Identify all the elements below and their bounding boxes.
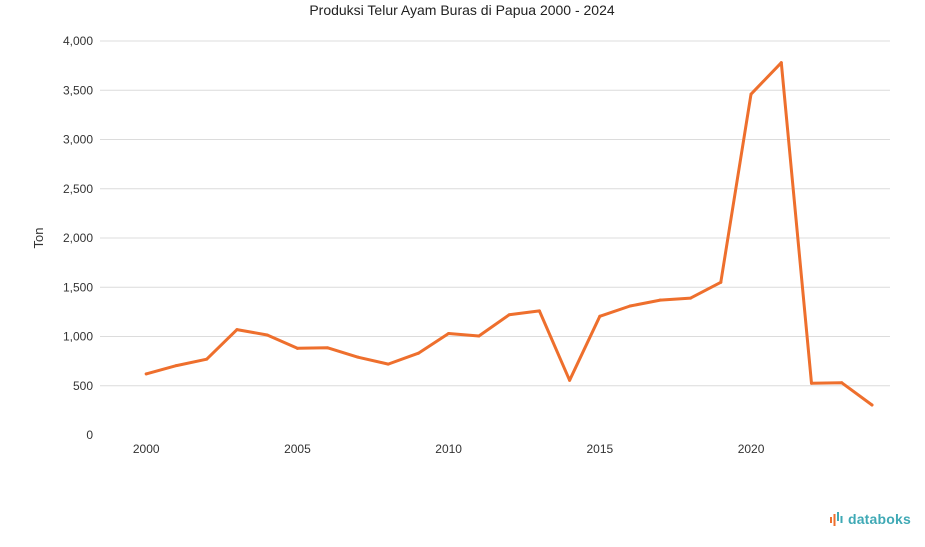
data-point — [568, 378, 572, 382]
data-point — [719, 280, 723, 284]
y-tick-label: 2,500 — [63, 182, 93, 196]
brand-logo: databoks — [829, 511, 911, 527]
data-point — [235, 328, 239, 332]
data-point — [416, 351, 420, 355]
databoks-logo-icon — [829, 512, 843, 526]
data-point — [386, 362, 390, 366]
y-tick-label: 3,000 — [63, 133, 93, 147]
data-point — [174, 364, 178, 368]
data-point — [507, 313, 511, 317]
data-point — [598, 314, 602, 318]
data-point — [265, 333, 269, 337]
x-tick-label: 2005 — [284, 442, 311, 456]
y-tick-label: 1,000 — [63, 330, 93, 344]
data-point — [749, 92, 753, 96]
data-point — [658, 298, 662, 302]
y-tick-label: 1,500 — [63, 280, 93, 294]
y-tick-label: 3,500 — [63, 83, 93, 97]
data-point — [326, 346, 330, 350]
data-point — [356, 355, 360, 359]
series-layer — [144, 61, 874, 407]
data-point — [537, 309, 541, 313]
x-axis-ticks: 2000 2005 2010 2015 2020 — [133, 442, 765, 456]
gridlines — [100, 40, 890, 387]
x-tick-label: 2020 — [738, 442, 765, 456]
data-point — [447, 332, 451, 336]
data-point — [810, 381, 814, 385]
y-axis-ticks: 0 500 1,000 1,500 2,000 2,500 3,000 3,500 4,000 — [63, 34, 93, 442]
data-point — [628, 304, 632, 308]
y-axis-label: Ton — [31, 228, 46, 249]
y-tick-label: 0 — [86, 428, 93, 442]
brand-name: databoks — [847, 511, 911, 527]
data-point — [840, 381, 844, 385]
x-tick-label: 2000 — [133, 442, 160, 456]
x-tick-label: 2015 — [586, 442, 613, 456]
data-point — [205, 357, 209, 361]
data-point — [295, 346, 299, 350]
data-point — [689, 296, 693, 300]
y-tick-label: 500 — [73, 379, 93, 393]
data-point — [477, 334, 481, 338]
chart-title: Produksi Telur Ayam Buras di Papua 2000 … — [309, 2, 615, 18]
x-tick-label: 2010 — [435, 442, 462, 456]
data-point — [870, 403, 874, 407]
y-tick-label: 2,000 — [63, 231, 93, 245]
series-line — [144, 61, 874, 407]
y-tick-label: 4,000 — [63, 34, 93, 48]
data-point — [144, 372, 148, 376]
data-point — [779, 61, 783, 65]
